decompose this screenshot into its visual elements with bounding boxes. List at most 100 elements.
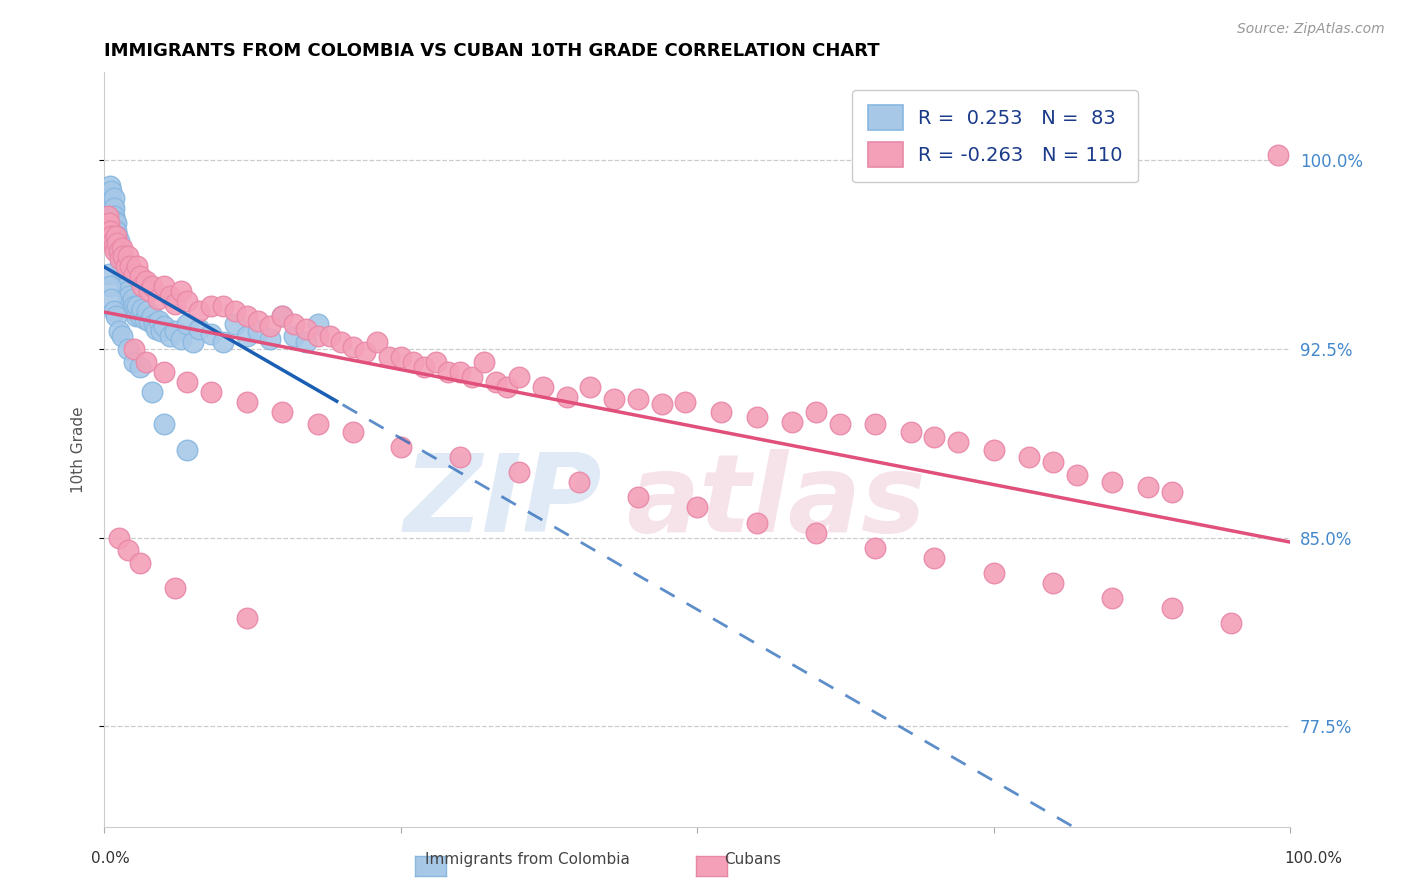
Point — [1101, 591, 1123, 605]
Point — [108, 252, 131, 266]
Point — [212, 299, 235, 313]
Point — [105, 236, 128, 251]
Point — [170, 332, 193, 346]
Point — [118, 289, 141, 303]
Point — [114, 259, 136, 273]
Point — [122, 267, 145, 281]
Point — [145, 322, 167, 336]
Point — [114, 274, 136, 288]
Point — [127, 259, 149, 273]
Point — [496, 380, 519, 394]
Point — [98, 224, 121, 238]
Point — [283, 329, 305, 343]
Point — [745, 409, 768, 424]
Point — [924, 430, 946, 444]
Point — [342, 339, 364, 353]
Point — [673, 395, 696, 409]
Point — [579, 380, 602, 394]
Point — [117, 284, 139, 298]
Point — [863, 541, 886, 555]
Point — [295, 322, 318, 336]
Point — [141, 279, 163, 293]
Point — [200, 384, 222, 399]
Point — [568, 475, 591, 490]
Point — [105, 236, 128, 251]
Point — [114, 284, 136, 298]
Point — [165, 581, 187, 595]
Point — [342, 425, 364, 439]
Point — [117, 249, 139, 263]
Point — [141, 384, 163, 399]
Point — [159, 329, 181, 343]
Point — [98, 178, 121, 193]
Point — [1018, 450, 1040, 465]
Point — [107, 531, 129, 545]
Point — [107, 234, 129, 248]
Point — [131, 279, 153, 293]
Point — [627, 491, 650, 505]
Point — [98, 203, 121, 218]
Point — [472, 354, 495, 368]
Point — [235, 395, 257, 409]
Point — [804, 525, 827, 540]
Point — [100, 292, 122, 306]
Point — [449, 365, 471, 379]
Text: atlas: atlas — [626, 450, 925, 556]
Point — [122, 299, 145, 313]
Point — [108, 252, 131, 266]
Point — [108, 242, 131, 256]
Point — [235, 329, 257, 343]
Point — [378, 350, 401, 364]
Point — [103, 191, 125, 205]
Point — [200, 299, 222, 313]
Point — [224, 304, 246, 318]
Point — [449, 450, 471, 465]
Point — [105, 310, 128, 324]
Point — [900, 425, 922, 439]
Point — [107, 325, 129, 339]
Point — [307, 417, 329, 432]
Point — [101, 234, 124, 248]
Point — [531, 380, 554, 394]
Point — [134, 311, 156, 326]
Point — [127, 299, 149, 313]
Point — [97, 209, 120, 223]
Point — [107, 244, 129, 258]
Point — [247, 325, 270, 339]
Point — [104, 221, 127, 235]
Point — [804, 405, 827, 419]
Point — [188, 322, 211, 336]
Point — [98, 279, 121, 293]
Point — [105, 216, 128, 230]
Point — [401, 354, 423, 368]
Point — [200, 326, 222, 341]
Point — [111, 242, 134, 256]
Point — [152, 279, 174, 293]
Point — [176, 375, 198, 389]
Point — [247, 314, 270, 328]
Point — [103, 304, 125, 318]
Point — [101, 206, 124, 220]
Point — [128, 556, 150, 570]
Point — [131, 301, 153, 316]
Point — [152, 365, 174, 379]
Point — [128, 310, 150, 324]
Point — [354, 344, 377, 359]
Point — [128, 359, 150, 374]
Point — [212, 334, 235, 349]
Point — [828, 417, 851, 432]
Point — [307, 329, 329, 343]
Point — [745, 516, 768, 530]
Point — [100, 228, 122, 243]
Point — [135, 354, 157, 368]
Point — [111, 261, 134, 276]
Point — [1160, 485, 1182, 500]
Text: 0.0%: 0.0% — [91, 851, 131, 865]
Point — [555, 390, 578, 404]
Point — [138, 314, 160, 328]
Point — [295, 334, 318, 349]
Point — [122, 354, 145, 368]
Point — [603, 392, 626, 407]
Point — [983, 442, 1005, 457]
Point — [128, 269, 150, 284]
